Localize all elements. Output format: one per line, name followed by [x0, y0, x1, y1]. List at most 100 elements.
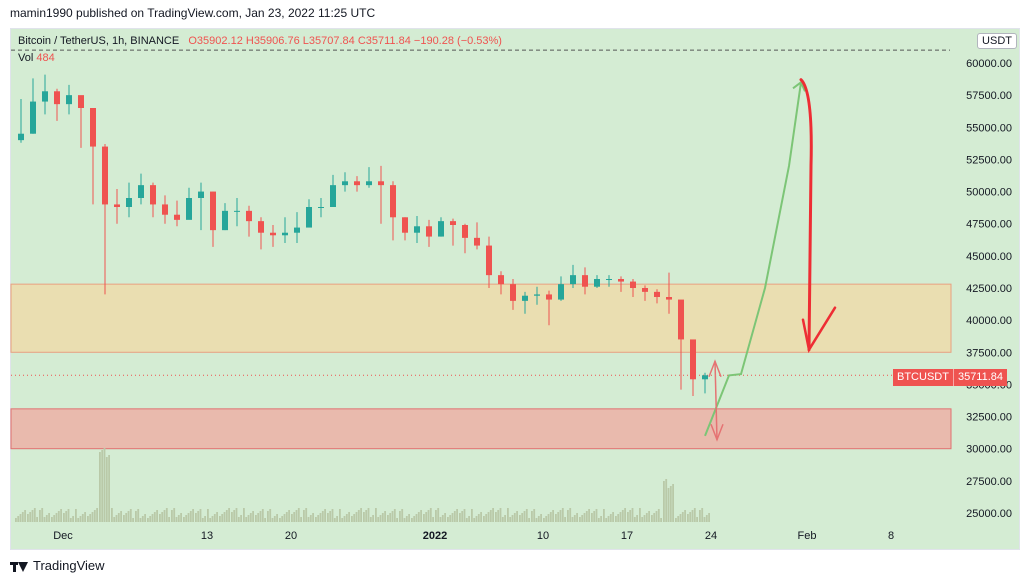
volume-bar [235, 508, 238, 522]
projection-down-arrowhead [801, 306, 837, 354]
volume-bar [432, 517, 434, 522]
volume-bar [591, 513, 593, 522]
volume-bar [615, 516, 617, 522]
volume-bar [588, 509, 590, 522]
volume-bar [435, 510, 437, 522]
volume-bar [264, 518, 266, 522]
volume-bar [293, 512, 296, 522]
volume-bar [365, 510, 368, 522]
volume-bar [660, 518, 662, 522]
volume-bar [427, 510, 430, 522]
candle-body [66, 95, 72, 105]
volume-bar [31, 510, 34, 522]
projection-down-line [799, 78, 813, 352]
volume-bar [639, 508, 641, 522]
volume-bar [333, 518, 336, 522]
x-tick-label: 24 [705, 530, 717, 542]
volume-bar [115, 515, 118, 522]
volume-bar [351, 516, 353, 522]
volume-bar [327, 513, 329, 522]
volume-bar [425, 512, 428, 522]
small-arrow-shaft [714, 361, 718, 440]
volume-bar [679, 514, 682, 522]
volume-bar [305, 508, 308, 522]
volume-bar [317, 515, 320, 522]
volume-bar [67, 509, 70, 522]
volume-bar [703, 517, 706, 522]
volume-bar [307, 517, 310, 522]
candle-body [486, 245, 492, 276]
volume-bar [19, 514, 22, 522]
volume-bar [93, 510, 96, 522]
volume-bar [393, 509, 396, 522]
volume-bar [132, 518, 134, 522]
candle-body [582, 275, 588, 287]
candle-body [426, 226, 432, 237]
volume-bar [180, 513, 182, 522]
volume-bar [79, 516, 82, 522]
publish-caption: mamin1990 published on TradingView.com, … [10, 6, 376, 20]
volume-bar [629, 510, 632, 522]
volume-bar [321, 511, 324, 522]
candle-body [198, 191, 204, 198]
legend-low: L35707.84 [302, 35, 355, 47]
volume-bar [487, 512, 490, 522]
volume-bar [480, 512, 482, 522]
volume-bar [271, 518, 274, 522]
volume-bar [195, 513, 197, 522]
volume-bar [225, 510, 228, 522]
volume-bar [211, 516, 214, 522]
volume-bar [223, 512, 226, 522]
volume-bar [240, 515, 242, 522]
candle-body [510, 284, 516, 301]
volume-bar [105, 457, 108, 522]
volume-bar [631, 508, 634, 522]
volume-bar [269, 509, 272, 522]
candle-body [330, 185, 336, 207]
volume-bar [451, 513, 454, 522]
tradingview-logo-icon [10, 560, 28, 572]
volume-bar [161, 512, 164, 522]
volume-bar [288, 510, 290, 522]
volume-bar [677, 516, 680, 522]
volume-bar [411, 518, 413, 522]
volume-bar [477, 514, 480, 522]
currency-button[interactable]: USDT [977, 33, 1017, 49]
volume-bar [103, 448, 106, 522]
volume-bar [507, 508, 509, 522]
volume-bar [375, 508, 377, 522]
volume-bar [701, 508, 704, 522]
small-arrow-head-up [708, 359, 722, 377]
x-tick-label: 8 [888, 530, 894, 542]
candle-body [234, 210, 240, 212]
volume-bar [663, 481, 665, 522]
volume-bar [357, 510, 360, 522]
volume-bar [525, 509, 528, 522]
candle-body [654, 291, 660, 297]
candle-body [642, 288, 648, 292]
footer[interactable]: TradingView [10, 558, 105, 573]
volume-bar [519, 515, 521, 522]
volume-value: 484 [36, 52, 55, 64]
volume-bar [669, 486, 672, 522]
volume-bar [684, 510, 686, 522]
candle-body [450, 221, 456, 225]
y-tick-label: 25000.00 [966, 508, 1012, 520]
projection-up-line [704, 82, 802, 437]
volume-bar [336, 516, 338, 522]
legend-symbol: Bitcoin / TetherUS, 1h, BINANCE [18, 35, 180, 47]
upper-zone [10, 283, 952, 353]
volume-bar [403, 518, 406, 522]
volume-bar [197, 511, 200, 522]
volume-bar [163, 510, 166, 522]
y-tick-label: 60000.00 [966, 58, 1012, 70]
candle-body [414, 226, 420, 233]
volume-bar [665, 479, 668, 522]
volume-bar [387, 515, 389, 522]
volume-bar [189, 511, 192, 522]
candle-body [402, 217, 408, 233]
volume-bar [27, 514, 29, 522]
candle-body [546, 294, 552, 300]
candle-body [270, 232, 276, 236]
